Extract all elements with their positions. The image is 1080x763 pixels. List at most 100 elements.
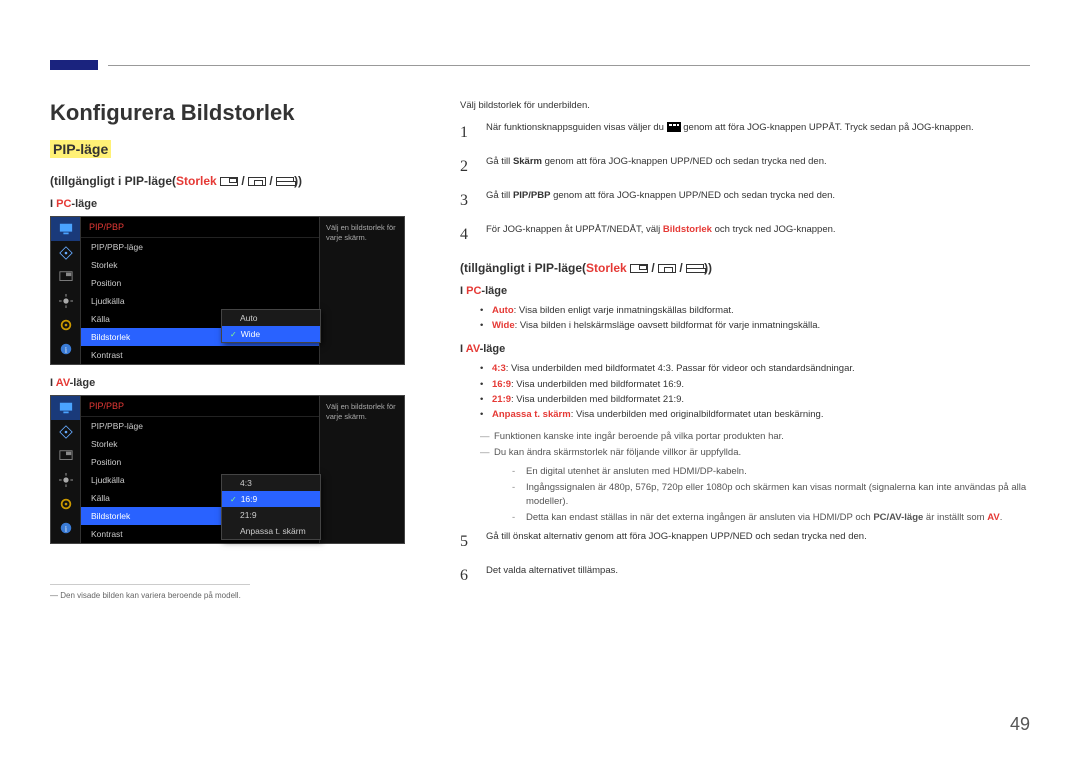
list-item: Anpassa t. skärm: Visa underbilden med o…: [480, 407, 1030, 422]
step-number: 4: [460, 223, 476, 247]
osd-popup: AutoWide: [221, 309, 321, 343]
osd-row-label: Källa: [91, 493, 110, 503]
list-item: En digital utenhet är ansluten med HDMI/…: [512, 465, 1030, 479]
osd-side-info[interactable]: i: [51, 516, 80, 540]
list-item: Du kan ändra skärmstorlek när följande v…: [480, 446, 1030, 525]
osd-side-settings[interactable]: [51, 492, 80, 516]
pc-mode-label: I PC-läge: [50, 198, 430, 210]
osd-row-label: Position: [91, 457, 121, 467]
step-text: Gå till PIP/PBP genom att föra JOG-knapp…: [486, 189, 1030, 213]
osd-row-label: Bildstorlek: [91, 511, 130, 521]
step-number: 6: [460, 564, 476, 588]
osd-row-label: Storlek: [91, 439, 117, 449]
size-icon-1: [220, 177, 238, 186]
osd-side-nav[interactable]: [51, 420, 80, 444]
osd-popup: 4:316:921:9Anpassa t. skärm: [221, 474, 321, 540]
intro: Välj bildstorlek för underbilden.: [460, 100, 1030, 111]
osd-side-pip[interactable]: [51, 444, 80, 468]
step-text: Gå till Skärm genom att föra JOG-knappen…: [486, 155, 1030, 179]
osd-side-brightness[interactable]: [51, 468, 80, 492]
list-item: 21:9: Visa underbilden med bildformatet …: [480, 392, 1030, 407]
subtitle-bold: Storlek: [176, 174, 217, 188]
osd-sidebar: i: [51, 217, 81, 364]
osd-popup-item[interactable]: Anpassa t. skärm: [222, 523, 320, 539]
step-number: 5: [460, 530, 476, 554]
step: 1 När funktionsknappsguiden visas väljer…: [460, 121, 1030, 145]
step: 5 Gå till önskat alternativ genom att fö…: [460, 530, 1030, 554]
osd-side-settings[interactable]: [51, 313, 80, 337]
osd-side-info[interactable]: i: [51, 337, 80, 361]
osd-popup-item[interactable]: 16:9: [222, 491, 320, 507]
osd-main: PIP/PBP PIP/PBP-lägePå Storlek▸ Position…: [81, 217, 404, 364]
osd-av: i PIP/PBP PIP/PBP-lägePå Storlek▸ Positi…: [50, 395, 430, 544]
list-item: Wide: Visa bilden i helskärmsläge oavset…: [480, 318, 1030, 333]
left-subtitle: (tillgängligt i PIP-läge(Storlek / / )): [50, 174, 430, 188]
pip-label: PIP-läge: [50, 140, 111, 158]
steps-bottom: 5 Gå till önskat alternativ genom att fö…: [460, 530, 1030, 588]
subtitle-prefix-r: (tillgängligt i PIP-läge(: [460, 261, 586, 275]
footnote: Den visade bilden kan variera beroende p…: [50, 584, 250, 600]
pc-list: Auto: Visa bilden enligt varje inmatning…: [480, 303, 1030, 333]
osd-row-label: PIP/PBP-läge: [91, 421, 143, 431]
osd-row-label: Kontrast: [91, 529, 123, 539]
step-text: När funktionsknappsguiden visas väljer d…: [486, 121, 1030, 145]
osd-panel: i PIP/PBP PIP/PBP-lägePå Storlek▸ Positi…: [50, 395, 405, 544]
osd-row-label: Kontrast: [91, 350, 123, 360]
pc-mode-label-r: I PC-läge: [460, 285, 1030, 297]
osd-pc: i PIP/PBP PIP/PBP-lägePå Storlek▸ Positi…: [50, 216, 430, 365]
sub-list: En digital utenhet är ansluten med HDMI/…: [512, 465, 1030, 526]
step-text: För JOG-knappen åt UPPÅT/NEDÅT, välj Bil…: [486, 223, 1030, 247]
step-text: Det valda alternativet tillämpas.: [486, 564, 1030, 588]
list-item: 16:9: Visa underbilden med bildformatet …: [480, 377, 1030, 392]
list-item: Detta kan endast ställas in när det exte…: [512, 511, 1030, 525]
osd-popup-item[interactable]: 4:3: [222, 475, 320, 491]
step: 2 Gå till Skärm genom att föra JOG-knapp…: [460, 155, 1030, 179]
av-mode-label: I AV-läge: [50, 377, 430, 389]
osd-side-picture[interactable]: [51, 396, 80, 420]
subtitle-prefix: (tillgängligt i PIP-läge(: [50, 174, 176, 188]
size-icon-2: [248, 177, 266, 186]
step: 4 För JOG-knappen åt UPPÅT/NEDÅT, välj B…: [460, 223, 1030, 247]
osd-side-picture[interactable]: [51, 217, 80, 241]
left-column: Konfigurera Bildstorlek PIP-läge (tillgä…: [50, 60, 430, 600]
header-rule: [108, 65, 1030, 66]
av-list: 4:3: Visa underbilden med bildformatet 4…: [480, 361, 1030, 422]
dash-notes: Funktionen kanske inte ingår beroende på…: [480, 430, 1030, 526]
osd-side-pip[interactable]: [51, 265, 80, 289]
size-icon-3: [276, 177, 294, 186]
step: 6 Det valda alternativet tillämpas.: [460, 564, 1030, 588]
osd-side-nav[interactable]: [51, 241, 80, 265]
osd-popup-item[interactable]: Wide: [222, 326, 320, 342]
right-subtitle: (tillgängligt i PIP-läge(Storlek / / )): [460, 261, 1030, 275]
osd-help: Välj en bildstorlek för varje skärm.: [319, 217, 404, 364]
menu-icon: [667, 122, 681, 132]
step-number: 2: [460, 155, 476, 179]
step-number: 1: [460, 121, 476, 145]
osd-help: Välj en bildstorlek för varje skärm.: [319, 396, 404, 543]
subtitle-bold-r: Storlek: [586, 261, 627, 275]
osd-panel: i PIP/PBP PIP/PBP-lägePå Storlek▸ Positi…: [50, 216, 405, 365]
osd-row-label: Källa: [91, 314, 110, 324]
osd-popup-item[interactable]: Auto: [222, 310, 320, 326]
right-column: Välj bildstorlek för underbilden. 1 När …: [460, 60, 1030, 600]
page-title: Konfigurera Bildstorlek: [50, 100, 430, 126]
list-item: 4:3: Visa underbilden med bildformatet 4…: [480, 361, 1030, 376]
osd-side-brightness[interactable]: [51, 289, 80, 313]
page: Konfigurera Bildstorlek PIP-läge (tillgä…: [0, 0, 1080, 640]
osd-row-label: Position: [91, 278, 121, 288]
osd-row-label: Ljudkälla: [91, 296, 125, 306]
osd-popup-item[interactable]: 21:9: [222, 507, 320, 523]
header-accent: [50, 60, 98, 70]
osd-row-label: Storlek: [91, 260, 117, 270]
size-icon-1r: [630, 264, 648, 273]
list-item: Ingångssignalen är 480p, 576p, 720p elle…: [512, 481, 1030, 510]
step-text: Gå till önskat alternativ genom att föra…: [486, 530, 1030, 554]
osd-row-label: Ljudkälla: [91, 475, 125, 485]
size-icon-2r: [658, 264, 676, 273]
osd-main: PIP/PBP PIP/PBP-lägePå Storlek▸ Position…: [81, 396, 404, 543]
step-number: 3: [460, 189, 476, 213]
osd-sidebar: i: [51, 396, 81, 543]
step: 3 Gå till PIP/PBP genom att föra JOG-kna…: [460, 189, 1030, 213]
osd-row-label: PIP/PBP-läge: [91, 242, 143, 252]
page-number: 49: [1010, 714, 1030, 735]
